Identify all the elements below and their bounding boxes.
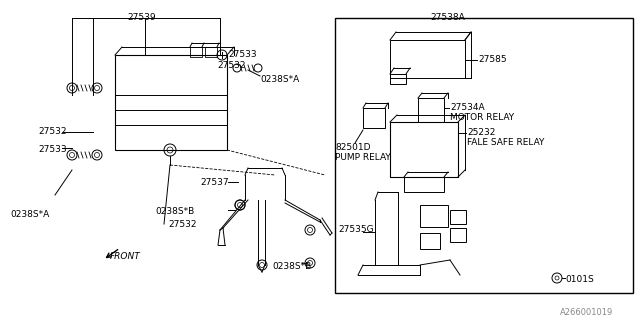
Text: 27532: 27532 — [217, 61, 246, 70]
Text: 27538A: 27538A — [430, 13, 465, 22]
Bar — [190, 47, 202, 57]
Text: MOTOR RELAY: MOTOR RELAY — [450, 113, 514, 122]
Text: 27533: 27533 — [38, 145, 67, 154]
Text: 27585: 27585 — [478, 55, 507, 64]
Text: 27534A: 27534A — [450, 103, 484, 112]
Text: 0238S*B: 0238S*B — [272, 262, 311, 271]
Text: FALE SAFE RELAY: FALE SAFE RELAY — [467, 138, 545, 147]
Text: PUMP RELAY: PUMP RELAY — [335, 153, 391, 162]
Bar — [335, 18, 633, 293]
Bar — [363, 108, 385, 128]
Text: 27539: 27539 — [127, 13, 156, 22]
Text: 27532: 27532 — [168, 220, 196, 229]
Bar — [390, 122, 458, 177]
Text: FRONT: FRONT — [110, 252, 141, 261]
Text: A266001019: A266001019 — [560, 308, 613, 317]
Bar — [390, 40, 465, 78]
Bar — [115, 55, 227, 150]
Text: 27532: 27532 — [38, 127, 67, 136]
Bar — [450, 228, 466, 242]
Bar — [205, 47, 217, 57]
Text: 82501D: 82501D — [335, 143, 371, 152]
Text: 25232: 25232 — [467, 128, 495, 137]
Text: 27535G: 27535G — [338, 225, 374, 234]
Text: 27533: 27533 — [228, 50, 257, 59]
Bar — [420, 233, 440, 249]
Text: 0238S*A: 0238S*A — [10, 210, 49, 219]
Text: 0238S*A: 0238S*A — [260, 75, 300, 84]
Text: 0238S*B: 0238S*B — [155, 207, 195, 216]
Bar — [418, 98, 444, 122]
Bar — [390, 74, 406, 84]
Text: 27537: 27537 — [200, 178, 228, 187]
Text: 0101S: 0101S — [565, 275, 594, 284]
Bar — [404, 177, 444, 192]
Bar — [450, 210, 466, 224]
Bar — [420, 205, 448, 227]
